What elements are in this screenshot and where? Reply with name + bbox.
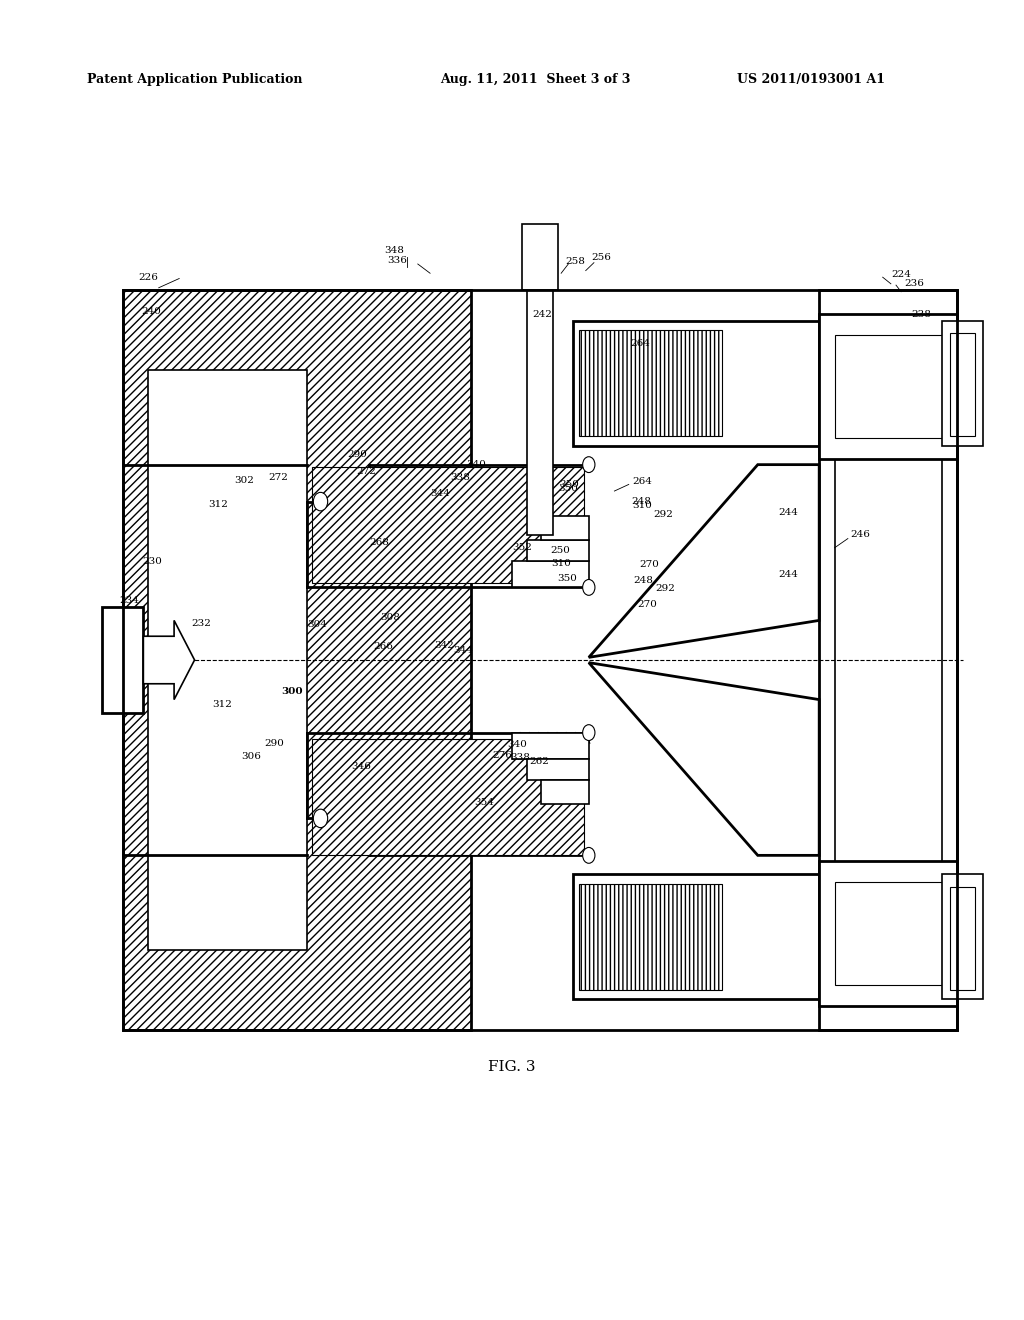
Bar xyxy=(835,335,947,438)
Bar xyxy=(819,290,957,1030)
Text: 336: 336 xyxy=(387,256,408,264)
Text: 230: 230 xyxy=(142,557,163,565)
Text: Aug. 11, 2011  Sheet 3 of 3: Aug. 11, 2011 Sheet 3 of 3 xyxy=(440,73,631,86)
Bar xyxy=(527,540,589,561)
Text: 256: 256 xyxy=(591,253,611,261)
Text: 234: 234 xyxy=(119,597,139,605)
Bar xyxy=(573,321,819,446)
Text: US 2011/0193001 A1: US 2011/0193001 A1 xyxy=(737,73,886,86)
Bar xyxy=(819,861,957,1006)
Text: 248: 248 xyxy=(631,498,651,506)
Bar xyxy=(148,370,307,950)
Text: 350: 350 xyxy=(559,480,580,488)
Text: 236: 236 xyxy=(904,280,925,288)
Text: 226: 226 xyxy=(138,273,159,281)
Text: FIG. 3: FIG. 3 xyxy=(488,1060,536,1073)
Text: 232: 232 xyxy=(191,619,212,627)
Polygon shape xyxy=(589,663,819,855)
Text: 228: 228 xyxy=(118,616,138,624)
Bar xyxy=(579,884,722,990)
Text: 290: 290 xyxy=(264,739,285,747)
Text: 244: 244 xyxy=(778,570,799,578)
Bar xyxy=(541,516,589,540)
Text: 342: 342 xyxy=(434,642,455,649)
Text: 338: 338 xyxy=(510,754,530,762)
Bar xyxy=(541,780,589,804)
Text: 272: 272 xyxy=(356,467,377,475)
Text: 238: 238 xyxy=(911,310,932,318)
Bar xyxy=(123,290,957,1030)
Text: 262: 262 xyxy=(529,758,550,766)
Text: 308: 308 xyxy=(380,614,400,622)
Text: 300: 300 xyxy=(281,688,303,696)
Text: 348: 348 xyxy=(384,247,404,255)
Text: 354: 354 xyxy=(474,799,495,807)
Bar xyxy=(512,561,589,587)
Bar xyxy=(579,330,722,436)
Text: 302: 302 xyxy=(233,477,254,484)
Bar xyxy=(573,874,819,999)
Text: 264: 264 xyxy=(630,339,650,347)
Text: 240: 240 xyxy=(141,308,162,315)
Text: 310: 310 xyxy=(551,560,571,568)
Bar xyxy=(950,887,975,990)
Text: 250: 250 xyxy=(550,546,570,554)
Circle shape xyxy=(313,492,328,511)
Polygon shape xyxy=(143,620,195,700)
Text: 246: 246 xyxy=(850,531,870,539)
Circle shape xyxy=(583,579,595,595)
Text: 292: 292 xyxy=(653,511,674,519)
Text: 272: 272 xyxy=(268,474,289,482)
Circle shape xyxy=(313,809,328,828)
Text: 242: 242 xyxy=(532,310,553,318)
Text: 310: 310 xyxy=(632,502,652,510)
Bar xyxy=(950,333,975,436)
Text: 340: 340 xyxy=(466,461,486,469)
Text: 338: 338 xyxy=(450,474,470,482)
Text: 270: 270 xyxy=(639,561,659,569)
Bar xyxy=(819,314,957,459)
Bar xyxy=(512,733,589,759)
Text: 344: 344 xyxy=(430,490,451,498)
Text: 346: 346 xyxy=(351,763,372,771)
Bar xyxy=(312,467,584,583)
Text: 248: 248 xyxy=(633,577,653,585)
Text: 270: 270 xyxy=(637,601,657,609)
Text: 340: 340 xyxy=(507,741,527,748)
Bar xyxy=(527,759,589,780)
Circle shape xyxy=(583,457,595,473)
Text: 292: 292 xyxy=(655,585,676,593)
Bar xyxy=(148,370,307,950)
Text: 350: 350 xyxy=(558,484,579,492)
Text: 312: 312 xyxy=(208,500,228,508)
Text: 276: 276 xyxy=(492,751,512,759)
Bar xyxy=(835,882,947,985)
Text: 350: 350 xyxy=(557,574,578,582)
Circle shape xyxy=(583,725,595,741)
Bar xyxy=(312,739,584,855)
Text: 268: 268 xyxy=(369,539,389,546)
Text: 306: 306 xyxy=(241,752,261,760)
Polygon shape xyxy=(589,465,819,657)
Text: 264: 264 xyxy=(632,478,652,486)
Bar xyxy=(102,607,143,713)
Circle shape xyxy=(583,847,595,863)
Text: 304: 304 xyxy=(307,620,328,628)
Text: 258: 258 xyxy=(565,257,586,265)
Bar xyxy=(942,874,983,999)
Text: 352: 352 xyxy=(512,544,532,552)
Bar xyxy=(123,290,471,1030)
Bar xyxy=(835,343,942,977)
Bar xyxy=(942,321,983,446)
Text: 312: 312 xyxy=(212,701,232,709)
Text: Patent Application Publication: Patent Application Publication xyxy=(87,73,302,86)
Text: 244: 244 xyxy=(778,508,799,516)
Text: 290: 290 xyxy=(347,450,368,458)
Text: 224: 224 xyxy=(891,271,911,279)
Text: 266: 266 xyxy=(373,643,393,651)
Text: 344: 344 xyxy=(453,647,473,655)
Bar xyxy=(522,224,558,290)
Bar xyxy=(527,244,553,535)
